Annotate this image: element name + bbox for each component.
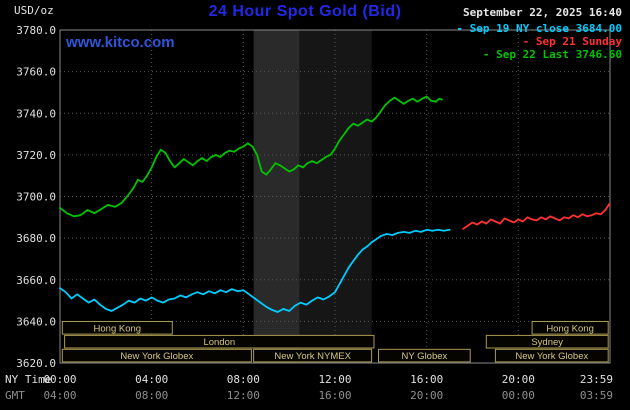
session-label: New York Globex — [120, 351, 193, 362]
plot-frame — [59, 29, 611, 364]
session-label: Hong Kong — [94, 323, 142, 334]
y-tick-label: 3700.0 — [16, 191, 56, 204]
y-axis-units-label: USD/oz — [14, 4, 54, 17]
y-tick-label: 3620.0 — [16, 357, 56, 370]
ny-time-tick-label: 00:00 — [43, 373, 76, 386]
ny-time-tick-label: 23:59 — [580, 373, 613, 386]
gmt-tick-label: 00:00 — [502, 389, 535, 402]
gmt-tick-label: 04:00 — [43, 389, 76, 402]
kitco-watermark-link[interactable]: www.kitco.com — [66, 34, 175, 51]
session-label: New York Globex — [515, 351, 588, 362]
session-box — [61, 321, 173, 335]
ny-time-tick-label: 04:00 — [135, 373, 168, 386]
chart-timestamp: September 22, 2025 16:40 — [463, 6, 622, 19]
session-label: NY Globex — [402, 351, 448, 362]
y-tick-label: 3660.0 — [16, 274, 56, 287]
ny-time-tick-label: 20:00 — [502, 373, 535, 386]
market-hours-shading — [299, 30, 372, 363]
session-box — [494, 348, 609, 363]
y-tick-label: 3780.0 — [16, 24, 56, 37]
session-box — [64, 334, 375, 349]
legend-item: - Sep 19 NY close 3684.00 — [456, 22, 622, 35]
ny-time-axis-label: NY Time — [5, 373, 52, 386]
y-tick-label: 3740.0 — [16, 107, 56, 120]
session-label: New York NYMEX — [274, 351, 351, 362]
series-line-sep-19 — [59, 228, 451, 313]
session-label: Hong Kong — [546, 323, 594, 334]
legend-item: - Sep 22 Last 3746.60 — [482, 48, 622, 61]
session-box — [531, 321, 609, 335]
gmt-tick-label: 20:00 — [410, 389, 443, 402]
session-label: London — [203, 337, 235, 348]
gmt-tick-label: 16:00 — [318, 389, 351, 402]
y-tick-label: 3640.0 — [16, 315, 56, 328]
ny-time-tick-label: 16:00 — [410, 373, 443, 386]
series-line-sep-21 — [462, 202, 611, 230]
gmt-tick-label: 03:59 — [580, 389, 613, 402]
gmt-tick-label: 12:00 — [227, 389, 260, 402]
legend: - Sep 19 NY close 3684.00- Sep 21 Sunday… — [456, 22, 622, 61]
gmt-axis-label: GMT — [5, 389, 25, 402]
y-tick-label: 3680.0 — [16, 232, 56, 245]
session-box — [378, 348, 471, 363]
ny-time-tick-label: 12:00 — [318, 373, 351, 386]
gmt-tick-label: 08:00 — [135, 389, 168, 402]
session-label: Sydney — [531, 337, 563, 348]
series-line-sep-22 — [59, 95, 443, 218]
y-tick-label: 3720.0 — [16, 149, 56, 162]
y-tick-label: 3760.0 — [16, 66, 56, 79]
legend-item: - Sep 21 Sunday — [522, 35, 622, 48]
chart-title: 24 Hour Spot Gold (Bid) — [208, 3, 402, 20]
session-box — [485, 334, 609, 349]
session-box — [61, 348, 252, 363]
session-box — [253, 348, 373, 363]
ny-time-tick-label: 08:00 — [227, 373, 260, 386]
